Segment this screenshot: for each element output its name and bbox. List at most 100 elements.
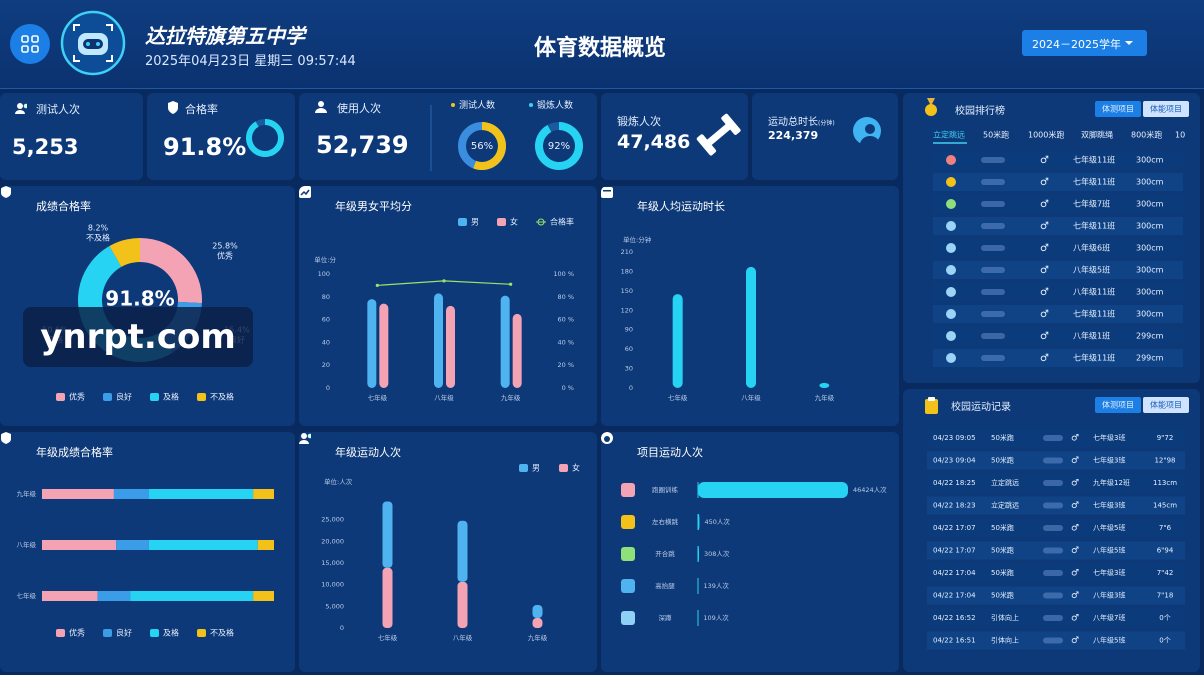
gender: ♂ [1071,546,1079,556]
gender: ♂ [1040,243,1049,254]
chart-title: 年级人均运动时长 [637,200,725,213]
bar-segment [457,520,468,582]
item: 引体向上 [991,636,1019,645]
class: 七年级11班 [1073,309,1115,319]
row-bg [933,195,1183,213]
legend-swatch [56,393,65,401]
y2-tick-label: 20 % [557,361,574,369]
bar-segment [253,489,274,499]
y-tick-label: 九年级 [17,489,37,498]
chart-title: 项目运动人次 [637,446,703,459]
chart: 91.8%25.8%优秀15.4%良好50.6%及格8.2%不及格优秀良好及格不… [42,224,250,402]
score: 9"72 [1157,434,1174,442]
score: 300cm [1136,288,1164,297]
datetime: 2025年04月23日 星期三 09:57:44 [145,54,356,69]
kpi-label: 合格率 [185,103,218,116]
bar [746,266,756,388]
kpi-label: 锻炼人次 [617,115,661,128]
bar-segment [253,591,274,601]
score: 300cm [1136,244,1164,253]
tab-label: 体测项目 [1102,400,1134,410]
name-blur [1043,615,1063,621]
time: 04/22 18:23 [933,502,976,510]
category-icon [621,515,635,529]
item: 50米跑 [991,546,1014,555]
data-label-name: 优秀 [217,251,233,261]
gender: ♂ [1040,155,1049,166]
class: 七年级11班 [1073,353,1115,363]
legend-label: 合格率 [550,217,574,227]
icon [601,187,613,198]
class: 七年级3班 [1093,501,1125,510]
class: 八年级5班 [1073,265,1110,275]
kpi-card: 56% 92% 使用人次 52,739 测试人数 锻炼人数 [299,93,597,180]
legend-swatch [56,629,65,637]
legend-label: 女 [572,463,580,473]
x-tick-label: 九年级 [501,393,521,402]
legend-label: 男 [532,464,540,473]
class: 九年级12班 [1093,478,1130,487]
legend-swatch [559,464,568,472]
rank-badge [946,221,956,231]
year-select[interactable]: 2024－2025学年 [1022,30,1147,56]
legend-label: 优秀 [69,392,85,402]
menu-button[interactable] [10,24,50,64]
rank-badge [946,309,956,319]
item-tab: 1000米跑 [1028,130,1064,140]
category-label: 左右横跳 [652,517,679,526]
y2-tick-label: 80 % [557,293,574,301]
icon [1,186,11,198]
kpi-unit: (分钟) [818,120,835,127]
time: 04/22 17:04 [933,592,976,600]
class: 八年级1班 [1073,331,1110,341]
y-tick-label: 0 [629,384,633,392]
dumbbell-icon [696,113,741,156]
y-tick-label: 15,000 [321,559,344,567]
y-tick-label: 120 [621,306,633,314]
y-tick-label: 180 [621,267,633,275]
icon [299,186,311,198]
ring-label: 锻炼人数 [537,101,574,111]
time: 04/23 09:04 [933,457,976,465]
x-tick-label: 九年级 [528,633,548,642]
row-bg [933,151,1183,169]
legend-label: 男 [471,218,479,227]
score: 6"94 [1157,547,1174,555]
chart: 单位:人次 0 5,000 10,000 15,000 20,000 25,000 男 女七年级… [321,463,580,643]
score: 0个 [1159,614,1170,622]
score: 145cm [1153,502,1177,510]
kpi-label: 使用人次 [337,102,381,115]
y-tick-label: 八年级 [17,540,37,549]
line-point [375,283,379,287]
x-tick-label: 七年级 [378,633,398,642]
category-icon [621,483,635,497]
y-tick-label: 90 [625,326,633,334]
x-tick-label: 八年级 [453,633,473,642]
kpi-value: 47,486 [617,131,691,153]
gender: ♂ [1040,331,1049,342]
y-tick-label: 10,000 [321,581,344,589]
ring-value [473,122,506,170]
gender: ♂ [1071,591,1079,601]
item: 50米跑 [991,591,1014,600]
bar-segment [130,591,254,601]
y-tick-label: 30 [625,365,633,373]
legend-label: 良好 [116,392,132,402]
kpi-card: 锻炼人次 47,486 [601,93,748,180]
legend-swatch [519,464,528,472]
bar-segment [457,581,468,628]
class: 八年级5班 [1093,546,1125,555]
legend-swatch [197,629,206,637]
value-label: 308人次 [704,549,730,558]
x-tick-label: 八年级 [741,393,761,402]
kpi-label: 运动总时长(分钟) [768,113,835,128]
bar-segment [382,567,393,628]
item: 立定跳远 [991,501,1019,510]
bar-segment [148,489,254,499]
dropdown-arrow [1125,41,1133,45]
row-bg [933,173,1183,191]
x-tick-label: 七年级 [668,393,688,402]
item: 引体向上 [991,613,1019,622]
item-tab: 10 [1175,131,1185,140]
records-card: 校园运动记录 体测项目 体能项目 04/23 09:05 50米跑 ♂ 七年级3班 9"72 0… [903,389,1200,672]
